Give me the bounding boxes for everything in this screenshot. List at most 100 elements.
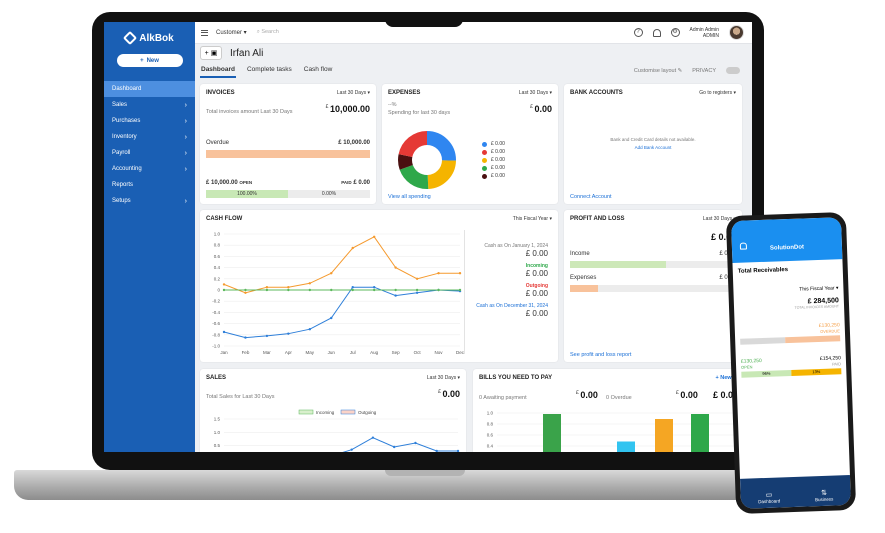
x-tick-label: Nov	[435, 350, 444, 355]
expenses-label: Expenses	[570, 275, 597, 281]
data-point	[414, 441, 417, 445]
phone-open: £130,250 OPEN	[741, 358, 762, 370]
data-point	[351, 288, 354, 292]
overdue-bar	[206, 150, 370, 158]
profit-loss-report-link[interactable]: See profit and loss report	[570, 352, 632, 358]
bell-icon[interactable]	[652, 28, 661, 37]
goto-registers-label: Go to registers	[699, 90, 733, 96]
phone-open-label: OPEN	[741, 364, 753, 370]
help-icon[interactable]: ?	[633, 28, 643, 37]
phone-period-select[interactable]: This Fiscal Year ▾	[799, 285, 839, 293]
cashflow-period-select[interactable]: This Fiscal Year ▾	[512, 216, 552, 222]
expenses-period: Last 30 Days	[518, 90, 549, 96]
goto-registers-select[interactable]: Go to registers ▾	[699, 90, 736, 96]
hamburger-icon[interactable]	[201, 29, 208, 36]
phone-open-paid-bar: 96% 13%	[741, 368, 842, 378]
page-header: + ▣ Irfan Ali	[200, 46, 263, 60]
sidebar-item-label: Setups	[112, 198, 131, 204]
data-point	[287, 286, 290, 289]
legend-item: £ 0.00	[482, 164, 505, 172]
legend-item: £ 0.00	[482, 156, 505, 164]
expenses-period-select[interactable]: Last 30 Days ▾	[518, 90, 552, 96]
privacy-toggle[interactable]	[726, 67, 740, 74]
phone-bell-icon[interactable]	[739, 242, 748, 250]
data-point	[351, 286, 354, 289]
search-input[interactable]: ⌕ Search	[257, 29, 367, 36]
data-point	[458, 272, 462, 275]
phone-tab-business[interactable]: ⇅ Business	[815, 489, 833, 502]
phone-overdue-bar	[740, 335, 841, 345]
connect-account-link[interactable]: Connect Account	[570, 194, 612, 200]
phone-overdue-track	[740, 337, 786, 345]
x-tick-label: Dec	[456, 350, 465, 355]
awaiting-amount: £ 0.00	[576, 390, 598, 400]
legend-item: £ 0.00	[482, 148, 505, 156]
series-line	[223, 236, 460, 294]
user-info[interactable]: Admin Admin ADMIN	[690, 27, 719, 39]
view-all-spending-link[interactable]: View all spending	[388, 194, 431, 200]
sidebar-item-label: Payroll	[112, 150, 131, 156]
phone-tab-dashboard-label: Dashboard	[758, 498, 781, 505]
legend-value: £ 0.00	[491, 173, 505, 179]
bank-accounts-card: BANK ACCOUNTS Go to registers ▾ Bank and…	[564, 84, 742, 204]
profit-net-value: £ 0.00	[710, 232, 736, 242]
gear-icon[interactable]: ⚙	[670, 28, 680, 37]
avatar[interactable]	[729, 25, 744, 40]
y-tick-label: 0.4	[214, 265, 221, 270]
customer-select[interactable]: Customer ▾	[216, 30, 247, 36]
legend-label: Outgoing	[358, 410, 377, 415]
invoices-total-value: 10,000.00	[329, 104, 370, 114]
phone-header: SolutionDot	[731, 217, 843, 263]
new-button-label: New	[146, 57, 159, 64]
add-bank-account-link[interactable]: Add Bank Account	[634, 145, 672, 150]
sales-period-select[interactable]: Last 30 Days ▾	[426, 375, 460, 381]
y-tick-label: -0.2	[212, 299, 220, 304]
brand-logo-icon	[123, 30, 138, 46]
phone-tab-dashboard[interactable]: ▭ Dashboard	[758, 490, 780, 504]
x-tick-label: Jun	[328, 350, 336, 355]
invoices-total: £ 10,000.00	[326, 104, 370, 114]
profit-title: PROFIT AND LOSS	[570, 216, 625, 222]
new-bill-link[interactable]: + New bi	[715, 375, 738, 381]
tab-complete-tasks[interactable]: Complete tasks	[246, 66, 292, 73]
sidebar-item-dashboard[interactable]: Dashboard	[104, 81, 195, 97]
invoices-card: INVOICES Last 30 Days ▾ £ 10,000.00 Tota…	[200, 84, 376, 204]
add-media-button[interactable]: + ▣	[200, 46, 222, 60]
sidebar-item-inventory[interactable]: Inventory ›	[104, 129, 195, 145]
y-tick-label: -0.4	[212, 310, 220, 315]
chevron-right-icon: ›	[184, 165, 187, 173]
cashflow-period: This Fiscal Year	[512, 216, 549, 222]
open-amount: £ 10,000.00	[206, 180, 238, 186]
phone-paid-pct: 13%	[791, 368, 842, 376]
overdue-currency: £	[676, 390, 679, 396]
sidebar-item-setups[interactable]: Setups ›	[104, 193, 195, 209]
x-tick-label: Apr	[285, 350, 293, 355]
x-tick-label: Jul	[350, 350, 356, 355]
tab-cash-flow[interactable]: Cash flow	[303, 66, 333, 73]
sidebar-item-reports[interactable]: Reports	[104, 177, 195, 193]
bar	[543, 414, 561, 452]
tab-dashboard[interactable]: Dashboard	[200, 66, 236, 78]
awaiting-currency: £	[576, 390, 579, 396]
sidebar-item-accounting[interactable]: Accounting ›	[104, 161, 195, 177]
sidebar-item-sales[interactable]: Sales ›	[104, 97, 195, 113]
sidebar-item-label: Accounting	[112, 166, 142, 172]
chevron-right-icon: ›	[184, 117, 187, 125]
series-line	[342, 437, 458, 452]
sidebar-item-payroll[interactable]: Payroll ›	[104, 145, 195, 161]
bills-title: BILLS YOU NEED TO PAY	[479, 375, 553, 381]
brand[interactable]: AlkBok	[104, 26, 195, 50]
bills-chart: 1.00.80.60.40.2	[487, 411, 737, 452]
invoices-period-select[interactable]: Last 30 Days ▾	[336, 90, 370, 96]
phone-tab-bar: ▭ Dashboard ⇅ Business	[740, 475, 851, 509]
phone-period: This Fiscal Year	[799, 285, 835, 293]
new-button[interactable]: + New	[116, 54, 183, 67]
customise-layout-link[interactable]: Customise layout ✎	[633, 67, 683, 74]
open-label: OPEN	[239, 180, 253, 185]
user-name: Admin Admin	[689, 26, 719, 33]
sidebar-item-purchases[interactable]: Purchases ›	[104, 113, 195, 129]
x-tick-label: Sep	[392, 350, 401, 355]
laptop-groove	[385, 470, 465, 476]
data-point	[372, 235, 376, 238]
y-tick-label: 1.0	[214, 232, 221, 237]
